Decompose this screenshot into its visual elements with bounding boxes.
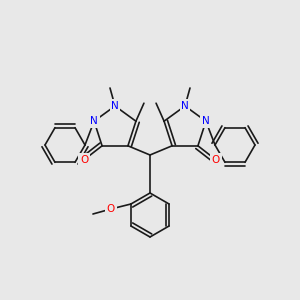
Text: N: N (111, 101, 119, 111)
Text: N: N (181, 101, 189, 111)
Text: N: N (202, 116, 210, 126)
Text: O: O (212, 155, 220, 165)
Text: N: N (90, 116, 98, 126)
Text: O: O (107, 204, 115, 214)
Text: O: O (80, 155, 88, 165)
